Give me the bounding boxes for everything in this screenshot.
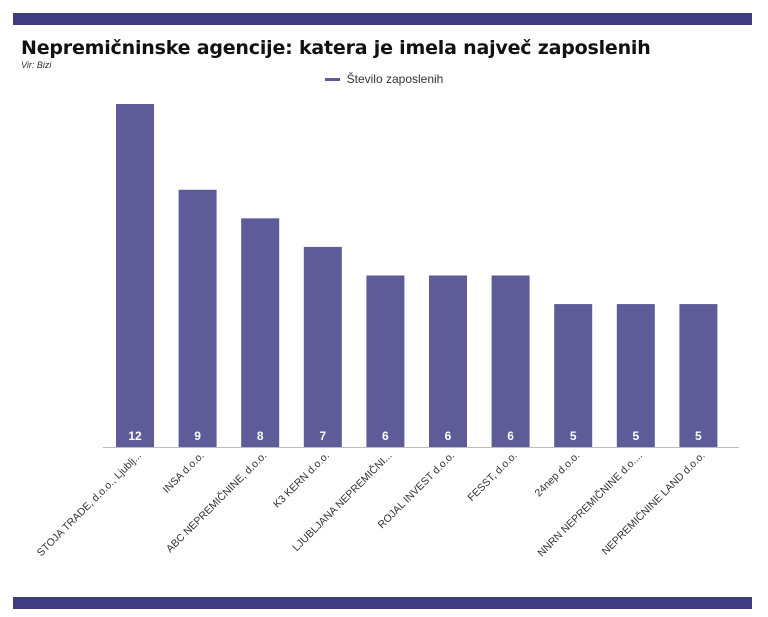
- bar-9: [616, 304, 655, 447]
- chart-legend: Število zaposlenih: [0, 72, 768, 86]
- x-tick-label-9: NNRN NEPREMIČNINE d.o....: [535, 449, 645, 559]
- x-tick-label-4: K3 KERN d.o.o.: [271, 450, 332, 511]
- bar-value-label-6: 6: [445, 429, 452, 443]
- bar-value-label-7: 6: [507, 429, 514, 443]
- x-tick-label-10: NEPREMIČNINE LAND d.o.o.: [599, 449, 708, 558]
- bar-7: [491, 275, 530, 447]
- bar-value-label-10: 5: [695, 429, 702, 443]
- x-tick-label-8: 24nep d.o.o.: [533, 450, 583, 500]
- legend-swatch: [324, 78, 340, 82]
- x-tick-label-5: LJUBLJANA NEPREMIČNI...: [290, 449, 395, 554]
- bar-8: [554, 304, 593, 447]
- bar-value-label-3: 8: [257, 429, 264, 443]
- chart-title: Nepremičninske agencije: katera je imela…: [21, 37, 651, 59]
- bar-6: [429, 275, 467, 447]
- bar-10: [679, 304, 718, 447]
- x-tick-label-1: STOJA TRADE, d.o.o., Ljublj...: [35, 450, 144, 559]
- bar-3: [241, 218, 280, 447]
- x-tick-label-3: ABC NEPREMIČNINE, d.o.o.: [163, 449, 269, 555]
- bottom-accent-band: [13, 597, 752, 609]
- bar-2: [178, 189, 217, 447]
- source-note: Vir: Bizi: [21, 60, 52, 70]
- bar-value-label-8: 5: [570, 429, 577, 443]
- bar-value-label-9: 5: [632, 429, 639, 443]
- bar-value-label-5: 6: [382, 429, 389, 443]
- bar-value-label-1: 12: [128, 429, 142, 443]
- top-accent-band: [13, 13, 752, 25]
- x-tick-label-2: INSA d.o.o.: [161, 450, 207, 496]
- bar-5: [366, 275, 405, 447]
- bar-value-label-2: 9: [194, 429, 201, 443]
- bar-1: [116, 104, 154, 447]
- x-tick-label-7: FESST, d.o.o.: [465, 450, 519, 504]
- legend-label: Število zaposlenih: [346, 72, 444, 86]
- bar-value-label-4: 7: [319, 429, 326, 443]
- bar-4: [303, 246, 342, 447]
